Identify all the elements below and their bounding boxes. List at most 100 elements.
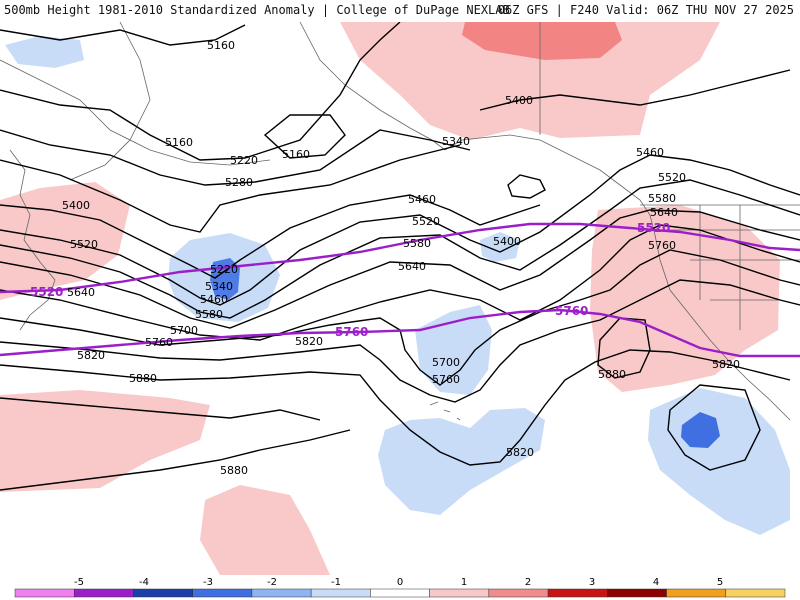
colorbar-segment [73, 588, 134, 598]
strong-negative-mexico [681, 412, 720, 448]
contour-5880-mexico [667, 384, 761, 471]
label-5760-highlight: 5760 [335, 325, 368, 339]
tick-label: 4 [653, 577, 659, 588]
colorbar-segment [133, 588, 193, 598]
height-contours [0, 22, 800, 491]
colorbar-segment [14, 588, 75, 598]
label-5220: 5220 [230, 154, 258, 167]
map-title: 500mb Height 1981-2010 Standardized Anom… [4, 3, 510, 17]
highlight-contours [0, 222, 800, 358]
contour-5220 [0, 22, 401, 161]
tick-label: -4 [139, 577, 149, 588]
label-5880: 5880 [220, 464, 248, 477]
tick-label: -1 [331, 577, 341, 588]
label-5160: 5160 [207, 39, 235, 52]
label-5400: 5400 [505, 94, 533, 107]
positive-anomaly-south-pacific [200, 485, 330, 575]
colorbar-ticks: -5 -4 -3 -2 -1 0 1 2 3 4 5 [74, 577, 723, 588]
label-5520-highlight: 5520 [637, 221, 670, 235]
label-5160: 5160 [165, 136, 193, 149]
label-5460: 5460 [408, 193, 436, 206]
label-5400: 5400 [493, 235, 521, 248]
label-5640: 5640 [650, 206, 678, 219]
tick-label: 5 [717, 577, 723, 588]
label-5580: 5580 [648, 192, 676, 205]
label-5340: 5340 [205, 280, 233, 293]
label-5580: 5580 [403, 237, 431, 250]
contour-5700 [0, 249, 800, 386]
colorbar-segments [14, 588, 786, 598]
anomaly-shading [0, 22, 790, 575]
tick-label: 3 [589, 577, 595, 588]
colorbar-segment [725, 588, 786, 598]
label-5520: 5520 [412, 215, 440, 228]
contour-5280 [0, 129, 471, 186]
label-5820: 5820 [295, 335, 323, 348]
positive-anomaly-alaska [340, 22, 720, 140]
contour-5400 [0, 194, 541, 279]
label-5520-highlight: 5520 [30, 285, 63, 299]
colorbar-segment [310, 588, 371, 598]
strong-anomaly-arctic [462, 22, 622, 60]
contour-5520 [0, 179, 800, 319]
negative-anomaly-gulf [480, 232, 520, 262]
contour-5760 [0, 279, 800, 403]
contour-labels: 5160 5160 5160 5220 5220 5280 5340 5340 … [62, 39, 740, 477]
contour-5400-closed [507, 174, 546, 199]
anomaly-map[interactable]: 5160 5160 5160 5220 5220 5280 5340 5340 … [0, 22, 800, 575]
highlight-labels: 5520 5520 5760 5760 [30, 221, 670, 339]
label-5820: 5820 [77, 349, 105, 362]
label-5820: 5820 [506, 446, 534, 459]
contour-5880-west [0, 397, 321, 421]
colorbar-segment [429, 588, 490, 598]
contour-5340 [0, 144, 461, 233]
tick-label: -2 [267, 577, 277, 588]
positive-anomaly-westcoast [590, 205, 780, 392]
tick-label: 0 [397, 577, 403, 588]
label-5220: 5220 [210, 263, 238, 276]
label-5460: 5460 [636, 146, 664, 159]
label-5160: 5160 [282, 148, 310, 161]
contour-5640 [0, 224, 800, 341]
label-5820: 5820 [712, 358, 740, 371]
colorbar-segment [607, 588, 667, 598]
label-5880: 5880 [598, 368, 626, 381]
contour-5580 [0, 209, 800, 329]
label-5880: 5880 [129, 372, 157, 385]
contour-5820 [0, 349, 791, 466]
highlight-5520 [0, 222, 800, 294]
colorbar-segment [547, 588, 608, 598]
label-5400: 5400 [62, 199, 90, 212]
label-5520: 5520 [70, 238, 98, 251]
tick-label: 1 [461, 577, 467, 588]
label-5760: 5760 [648, 239, 676, 252]
contour-5160-closed [263, 114, 346, 159]
contour-5460 [0, 154, 800, 306]
negative-anomaly-kamchatka [5, 36, 84, 68]
colorbar: -5 -4 -3 -2 -1 0 1 2 3 4 5 [0, 575, 800, 600]
label-5340: 5340 [442, 135, 470, 148]
tick-label: -5 [74, 577, 84, 588]
title-bar: 500mb Height 1981-2010 Standardized Anom… [0, 0, 800, 22]
contour-5400-east [479, 69, 791, 111]
model-valid-time: 06Z GFS | F240 Valid: 06Z THU NOV 27 202… [497, 3, 794, 17]
label-5520: 5520 [658, 171, 686, 184]
label-5760: 5760 [145, 336, 173, 349]
colorbar-segment [488, 588, 549, 598]
label-5280: 5280 [225, 176, 253, 189]
label-5640: 5640 [398, 260, 426, 273]
label-5580: 5580 [195, 308, 223, 321]
contour-5160-north [0, 24, 246, 46]
colorbar-segment [370, 588, 430, 598]
label-5460: 5460 [200, 293, 228, 306]
colorbar-segment [251, 588, 312, 598]
positive-anomaly-west-pacific [0, 390, 210, 492]
highlight-5760 [0, 308, 800, 358]
tick-label: 2 [525, 577, 531, 588]
contour-5880-south [0, 429, 351, 491]
tick-label: -3 [203, 577, 213, 588]
colorbar-segment [666, 588, 727, 598]
label-5760: 5760 [432, 373, 460, 386]
label-5700: 5700 [432, 356, 460, 369]
label-5640: 5640 [67, 286, 95, 299]
